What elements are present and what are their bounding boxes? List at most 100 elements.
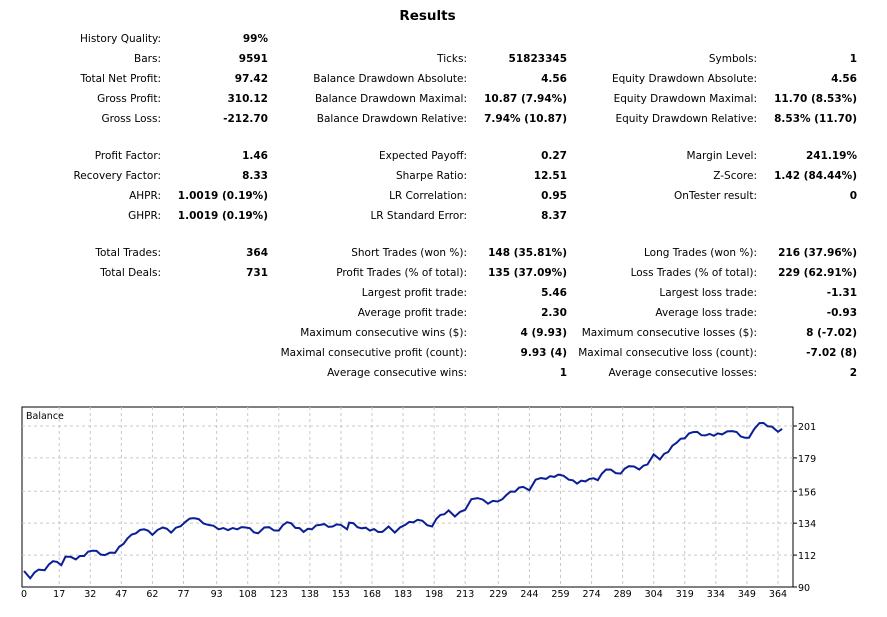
stat-label: Balance Drawdown Relative:	[316, 113, 467, 125]
stat-value: 1	[849, 53, 857, 65]
stat-label: Balance Drawdown Absolute:	[313, 73, 467, 85]
y-tick-label: 156	[798, 487, 816, 498]
stat-label: Maximum consecutive wins ($):	[300, 327, 467, 339]
stat-label: LR Standard Error:	[370, 210, 467, 222]
x-tick-label: 77	[177, 589, 189, 600]
stat-value: 1.0019 (0.19%)	[177, 190, 268, 202]
x-tick-labels: 0 17 32 47 62 77 93 108 123 138 153 168 183 198 213 229…	[21, 589, 787, 600]
stat-value: 8 (-7.02)	[806, 327, 857, 339]
x-tick-label: 62	[146, 589, 158, 600]
stat-value: 5.46	[541, 287, 567, 299]
x-tick-label: 17	[53, 589, 65, 600]
stat-value: 241.19%	[805, 150, 857, 162]
stat-label: Loss Trades (% of total):	[630, 267, 757, 279]
stat-value: 9591	[238, 53, 268, 65]
stat-value: 8.53% (11.70)	[774, 113, 857, 125]
stat-label: Bars:	[134, 53, 161, 65]
y-tick-label: 112	[798, 551, 816, 562]
x-tick-label: 259	[551, 589, 569, 600]
stat-label: Equity Drawdown Relative:	[615, 113, 757, 125]
stat-value: 2	[849, 367, 857, 379]
x-tick-label: 304	[645, 589, 663, 600]
stat-value: 148 (35.81%)	[488, 247, 567, 259]
stat-label: Short Trades (won %):	[351, 247, 467, 259]
x-tick-label: 364	[769, 589, 787, 600]
stat-value: -1.31	[826, 287, 857, 299]
stat-value: 364	[246, 247, 268, 259]
y-tick-label: 134	[798, 519, 816, 530]
x-tick-label: 198	[425, 589, 443, 600]
x-tick-label: 229	[489, 589, 507, 600]
stat-value: -7.02 (8)	[806, 347, 857, 359]
stat-value: 0.95	[541, 190, 567, 202]
stat-value: 9.93 (4)	[520, 347, 567, 359]
x-tick-label: 349	[738, 589, 756, 600]
x-tick-label: 213	[456, 589, 474, 600]
stat-label: GHPR:	[128, 210, 161, 222]
balance-chart: 0 17 32 47 62 77 93 108 123 138 153 168 183 198 213 229…	[21, 406, 816, 600]
x-tick-label: 153	[332, 589, 350, 600]
x-tick-label: 274	[583, 589, 601, 600]
stat-value: 8.33	[242, 170, 268, 182]
x-tick-label: 32	[84, 589, 96, 600]
stat-label: Equity Drawdown Maximal:	[613, 93, 757, 105]
stat-label: Maximal consecutive loss (count):	[578, 347, 757, 359]
stat-label: Recovery Factor:	[73, 170, 161, 182]
stat-value: 216 (37.96%)	[778, 247, 857, 259]
x-tick-label: 93	[211, 589, 223, 600]
stat-label: LR Correlation:	[389, 190, 467, 202]
stat-label: Largest loss trade:	[659, 287, 757, 299]
stat-label: Total Trades:	[95, 247, 161, 259]
stat-label: Average profit trade:	[357, 307, 467, 319]
y-tick-labels: 90 112 134 156 179 201	[793, 422, 816, 594]
stat-label: Equity Drawdown Absolute:	[611, 73, 757, 85]
stat-label: Profit Factor:	[94, 150, 161, 162]
chart-title: Balance	[26, 411, 64, 422]
x-tick-label: 244	[520, 589, 538, 600]
stat-label: AHPR:	[129, 190, 161, 202]
stat-value: 2.30	[541, 307, 567, 319]
stat-value: 0.27	[541, 150, 567, 162]
stat-value: 4.56	[831, 73, 857, 85]
chart-frame	[21, 406, 794, 588]
stat-label: Sharpe Ratio:	[395, 170, 467, 182]
x-tick-label: 108	[239, 589, 257, 600]
stat-label: Average consecutive losses:	[608, 367, 757, 379]
stat-value: 12.51	[533, 170, 567, 182]
stat-value: 1.0019 (0.19%)	[177, 210, 268, 222]
page-title: Results	[399, 8, 456, 24]
stat-label: Total Net Profit:	[80, 73, 161, 85]
x-tick-label: 138	[301, 589, 319, 600]
stat-label: Total Deals:	[100, 267, 161, 279]
stat-value: 1	[559, 367, 567, 379]
balance-line	[23, 421, 783, 580]
stat-label: Average loss trade:	[655, 307, 757, 319]
stat-label: Profit Trades (% of total):	[336, 267, 467, 279]
stat-value: 0	[849, 190, 857, 202]
stat-value: 4 (9.93)	[520, 327, 567, 339]
stat-label: Margin Level:	[686, 150, 757, 162]
stat-label: Largest profit trade:	[361, 287, 467, 299]
stat-value: -0.93	[826, 307, 857, 319]
stat-value: 11.70 (8.53%)	[774, 93, 857, 105]
stat-value: 7.94% (10.87)	[484, 113, 567, 125]
stat-value: 310.12	[227, 93, 268, 105]
x-tick-label: 334	[707, 589, 725, 600]
stat-label: Gross Loss:	[101, 113, 162, 125]
stat-value: 229 (62.91%)	[778, 267, 857, 279]
x-tick-label: 123	[270, 589, 288, 600]
stat-label: Average consecutive wins:	[327, 367, 467, 379]
stat-value: 4.56	[541, 73, 567, 85]
stat-label: History Quality:	[80, 33, 161, 45]
stat-label: Ticks:	[437, 53, 467, 65]
x-tick-label: 0	[21, 589, 27, 600]
stat-label: Long Trades (won %):	[643, 247, 757, 259]
stat-label: OnTester result:	[674, 190, 757, 202]
chart-grid	[22, 407, 793, 587]
y-tick-label: 201	[798, 422, 816, 433]
stat-value: 1.46	[242, 150, 268, 162]
stat-label: Gross Profit:	[97, 93, 161, 105]
x-tick-label: 168	[363, 589, 381, 600]
stat-value: 99%	[242, 33, 268, 45]
y-tick-label: 179	[798, 454, 816, 465]
